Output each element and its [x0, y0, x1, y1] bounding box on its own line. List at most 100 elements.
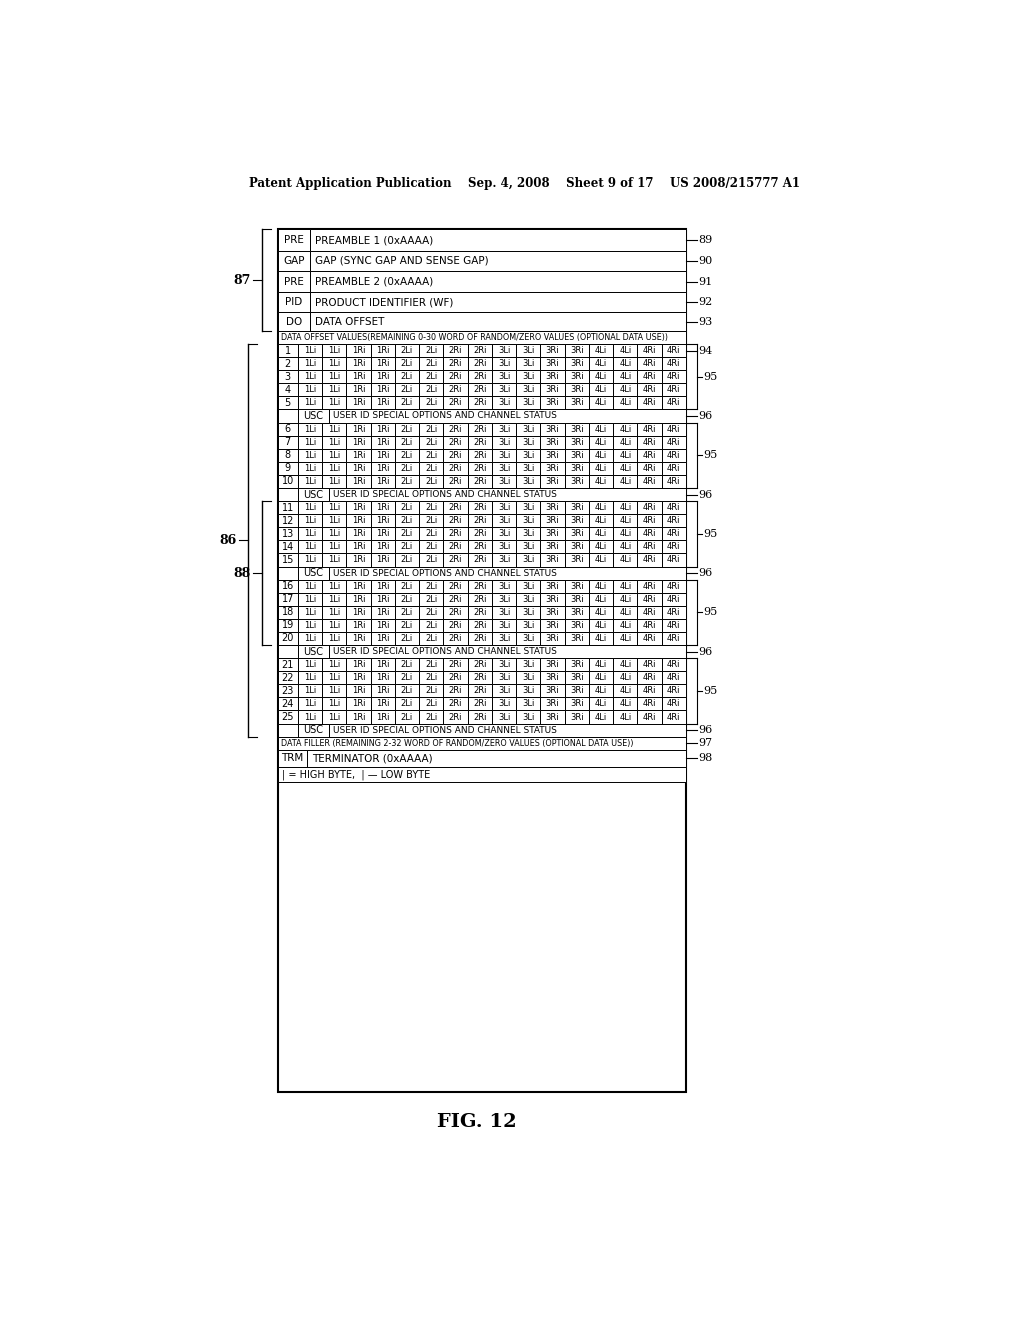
Bar: [589, 619, 613, 632]
Text: 4Li: 4Li: [620, 700, 632, 709]
Bar: [395, 358, 419, 370]
Text: 2Li: 2Li: [400, 450, 413, 459]
Text: 2Li: 2Li: [400, 556, 413, 565]
Text: 1Ri: 1Ri: [351, 516, 366, 525]
Text: USC: USC: [303, 490, 324, 499]
Bar: [395, 540, 419, 553]
Bar: [278, 475, 298, 488]
Bar: [346, 527, 371, 540]
Text: 4Ri: 4Ri: [643, 607, 656, 616]
Text: 3Ri: 3Ri: [546, 503, 559, 512]
Bar: [322, 358, 346, 370]
Text: 1Ri: 1Ri: [376, 713, 389, 722]
Bar: [419, 697, 443, 710]
Text: 3Li: 3Li: [498, 438, 510, 446]
Text: 1Ri: 1Ri: [351, 713, 366, 722]
Text: 1Li: 1Li: [328, 346, 340, 355]
Bar: [613, 358, 638, 370]
Text: 1Li: 1Li: [304, 713, 316, 722]
Bar: [346, 475, 371, 488]
Text: DO: DO: [286, 317, 302, 326]
Text: 1Li: 1Li: [328, 673, 340, 682]
Text: 2Ri: 2Ri: [449, 543, 462, 552]
Bar: [516, 671, 541, 684]
Text: USER ID SPECIAL OPTIONS AND CHANNEL STATUS: USER ID SPECIAL OPTIONS AND CHANNEL STAT…: [333, 490, 556, 499]
Bar: [395, 606, 419, 619]
Text: 90: 90: [698, 256, 713, 265]
Bar: [443, 462, 468, 475]
Bar: [278, 619, 298, 632]
Bar: [492, 422, 516, 436]
Text: 3Li: 3Li: [498, 686, 510, 696]
Bar: [638, 358, 662, 370]
Bar: [638, 553, 662, 566]
Text: 3Ri: 3Ri: [546, 477, 559, 486]
Bar: [322, 345, 346, 358]
Bar: [516, 606, 541, 619]
Text: 2Ri: 2Ri: [473, 503, 486, 512]
Bar: [419, 502, 443, 515]
Bar: [564, 345, 589, 358]
Text: 96: 96: [698, 568, 713, 578]
Text: 1Ri: 1Ri: [376, 463, 389, 473]
Bar: [516, 358, 541, 370]
Text: 1Ri: 1Ri: [351, 450, 366, 459]
Bar: [492, 684, 516, 697]
Text: 4Ri: 4Ri: [643, 516, 656, 525]
Bar: [613, 671, 638, 684]
Text: 4Ri: 4Ri: [667, 463, 681, 473]
Text: PREAMBLE 2 (0xAAAA): PREAMBLE 2 (0xAAAA): [314, 277, 433, 286]
Bar: [278, 449, 298, 462]
Text: 3Ri: 3Ri: [546, 372, 559, 381]
Bar: [638, 502, 662, 515]
Bar: [589, 358, 613, 370]
Text: 1Li: 1Li: [304, 673, 316, 682]
Text: 2Ri: 2Ri: [449, 582, 462, 590]
Text: 1Ri: 1Ri: [351, 503, 366, 512]
Text: 3Ri: 3Ri: [570, 516, 584, 525]
Text: 2Ri: 2Ri: [449, 607, 462, 616]
Bar: [638, 619, 662, 632]
Text: 2Ri: 2Ri: [449, 450, 462, 459]
Bar: [346, 345, 371, 358]
Text: 3Li: 3Li: [522, 700, 535, 709]
Text: 1: 1: [285, 346, 291, 355]
Text: 3Li: 3Li: [498, 450, 510, 459]
Text: 3Ri: 3Ri: [570, 359, 584, 368]
Bar: [395, 475, 419, 488]
Text: 4Ri: 4Ri: [643, 359, 656, 368]
Text: 3Ri: 3Ri: [546, 595, 559, 603]
Text: 2Li: 2Li: [425, 620, 437, 630]
Bar: [468, 659, 492, 671]
Bar: [395, 710, 419, 723]
Bar: [468, 671, 492, 684]
Text: 4Li: 4Li: [620, 477, 632, 486]
Bar: [613, 436, 638, 449]
Text: 1Li: 1Li: [304, 686, 316, 696]
Bar: [468, 632, 492, 645]
Text: 3Ri: 3Ri: [570, 399, 584, 408]
Text: 3Li: 3Li: [522, 438, 535, 446]
Bar: [371, 383, 395, 396]
Text: 4Ri: 4Ri: [667, 543, 681, 552]
Text: 2Ri: 2Ri: [449, 346, 462, 355]
Bar: [298, 710, 322, 723]
Bar: [419, 540, 443, 553]
Bar: [564, 540, 589, 553]
Bar: [371, 684, 395, 697]
Text: 2Ri: 2Ri: [473, 607, 486, 616]
Bar: [468, 579, 492, 593]
Text: 4Li: 4Li: [620, 463, 632, 473]
Text: 95: 95: [703, 686, 717, 696]
Text: 2Li: 2Li: [400, 607, 413, 616]
Text: 4Li: 4Li: [595, 620, 607, 630]
Bar: [468, 383, 492, 396]
Bar: [589, 396, 613, 409]
Bar: [298, 659, 322, 671]
Text: 3Li: 3Li: [498, 372, 510, 381]
Bar: [371, 462, 395, 475]
Text: 2Ri: 2Ri: [449, 438, 462, 446]
Text: 4Ri: 4Ri: [643, 700, 656, 709]
Text: 3Li: 3Li: [498, 582, 510, 590]
Bar: [298, 697, 322, 710]
